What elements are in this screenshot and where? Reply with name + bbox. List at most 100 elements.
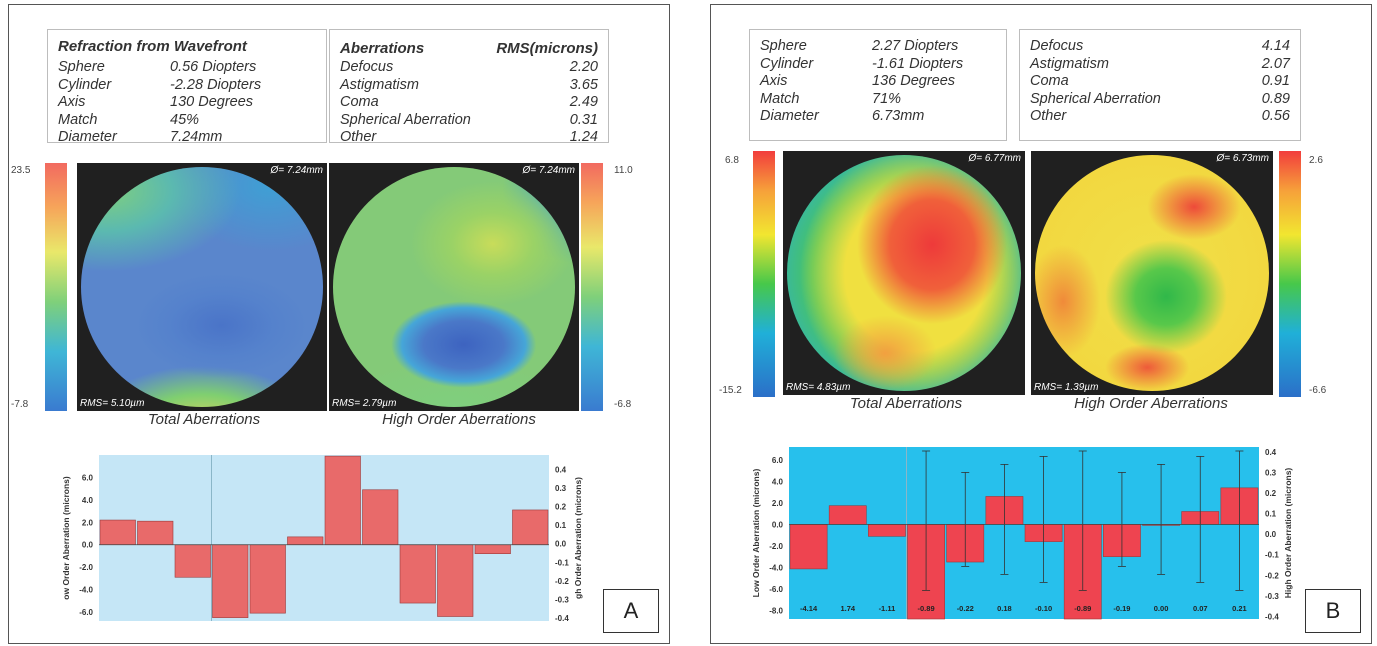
bar xyxy=(474,544,511,555)
table-row: Diameter 6.73mm xyxy=(760,108,996,126)
bar xyxy=(868,524,906,537)
table-row: Axis 130 Degrees xyxy=(58,94,316,112)
total-diameter-label: Ø= 7.24mm xyxy=(270,165,323,176)
bar xyxy=(174,544,211,578)
bar xyxy=(249,544,286,614)
row-label: Match xyxy=(760,90,800,107)
y-tick-left: 6.0 xyxy=(82,473,94,482)
left-color-scale xyxy=(753,151,775,397)
row-value: 0.31 xyxy=(569,111,598,128)
row-value: -2.28 Diopters xyxy=(170,76,262,93)
data-label: -1.11 xyxy=(879,604,896,613)
left-color-scale xyxy=(45,163,67,411)
y-tick-left: 2.0 xyxy=(772,499,784,508)
row-value: 6.73mm xyxy=(872,108,925,124)
high-order-aberration-map: Ø= 7.24mm RMS= 2.79µm xyxy=(329,163,579,411)
row-label: Sphere xyxy=(760,38,807,54)
table-row: Cylinder -2.28 Diopters xyxy=(58,77,316,95)
y-tick-right: -0.4 xyxy=(555,614,569,623)
row-label: Coma xyxy=(1030,73,1069,89)
data-label: 0.21 xyxy=(1232,604,1247,613)
data-label: 0.07 xyxy=(1193,604,1208,613)
y-tick-right: 0.4 xyxy=(555,465,567,474)
table-row: Diameter 7.24mm xyxy=(58,129,316,147)
y-tick-right: -0.2 xyxy=(1265,571,1279,580)
row-label: Astigmatism xyxy=(340,76,419,93)
row-label: Diameter xyxy=(58,129,117,145)
y-tick-left: -2.0 xyxy=(79,563,93,572)
y-axis-label-right: gh Order Aberration (microns) xyxy=(573,477,583,599)
y-tick-right: 0.3 xyxy=(555,484,567,493)
table-row: Axis 136 Degrees xyxy=(760,73,996,91)
y-tick-right: 0.0 xyxy=(555,540,567,549)
table-row: Coma 2.49 xyxy=(340,94,598,112)
row-label: Defocus xyxy=(340,59,394,75)
y-tick-right: -0.1 xyxy=(1265,551,1279,560)
right-scale-min: -6.8 xyxy=(614,399,632,410)
bar-chart-b: 6.0 4.0 2.0 0.0 -2.0 -4.0 -6.0 -8.0 0.4 0.3 0.2 0.1… xyxy=(751,447,1293,621)
row-value: 45% xyxy=(170,111,200,128)
row-value: 0.56 Diopters xyxy=(170,59,257,75)
total-caption: Total Aberrations xyxy=(849,395,963,412)
row-value: 2.49 xyxy=(569,94,598,110)
row-label: Diameter xyxy=(760,108,819,124)
y-tick-left: 4.0 xyxy=(82,496,94,505)
row-label: Sphere xyxy=(58,59,105,75)
table-row: Defocus 4.14 xyxy=(1030,38,1290,56)
aberrations-table: Defocus 4.14 Astigmatism 2.07 Coma 0.91 Spheri… xyxy=(1019,29,1301,141)
y-tick-right: -0.2 xyxy=(555,577,569,586)
table-row: Match 71% xyxy=(760,91,996,109)
total-diameter-label: Ø= 6.77mm xyxy=(968,153,1021,164)
bar xyxy=(212,544,249,618)
table-row: Defocus 2.20 xyxy=(340,59,598,77)
row-value: 3.65 xyxy=(569,76,598,93)
high-diameter-label: Ø= 6.73mm xyxy=(1216,153,1269,164)
y-tick-left: -2.0 xyxy=(769,542,783,551)
row-label: Other xyxy=(340,129,377,145)
row-value: 7.24mm xyxy=(170,129,223,145)
y-tick-left: -8.0 xyxy=(769,606,783,615)
panel-a: Refraction from Wavefront Sphere 0.56 Dio… xyxy=(8,4,670,644)
table-row: Astigmatism 2.07 xyxy=(1030,56,1290,74)
bar xyxy=(437,544,474,617)
left-scale-max: 6.8 xyxy=(725,155,739,166)
y-tick-right: 0.2 xyxy=(1265,489,1277,498)
y-axis-label-right: High Order Aberration (microns) xyxy=(1283,468,1293,599)
right-scale-max: 2.6 xyxy=(1309,155,1323,166)
y-tick-right: 0.0 xyxy=(1265,530,1277,539)
row-value: 4.14 xyxy=(1261,38,1290,54)
data-label: -0.89 xyxy=(1074,604,1091,613)
row-value: 130 Degrees xyxy=(170,94,254,110)
y-tick-left: 2.0 xyxy=(82,518,94,527)
table-row: Other 0.56 xyxy=(1030,108,1290,126)
y-tick-left: -4.0 xyxy=(79,586,93,595)
y-tick-left: -4.0 xyxy=(769,563,783,572)
row-value: 0.89 xyxy=(1261,90,1290,107)
table-row: Sphere 2.27 Diopters xyxy=(760,38,996,56)
total-aberration-map: Ø= 6.77mm RMS= 4.83µm xyxy=(783,151,1025,395)
high-rms-label: RMS= 2.79µm xyxy=(332,398,397,409)
aberrations-title: Aberrations xyxy=(340,40,425,57)
data-label: 0.18 xyxy=(997,604,1012,613)
row-value: 136 Degrees xyxy=(872,73,956,89)
table-row: Cylinder -1.61 Diopters xyxy=(760,56,996,74)
left-scale-max: 23.5 xyxy=(11,165,31,176)
y-tick-left: -6.0 xyxy=(769,585,783,594)
row-value: 2.27 Diopters xyxy=(872,38,959,54)
y-tick-left: -6.0 xyxy=(79,608,93,617)
bar xyxy=(512,509,549,546)
data-label: -0.89 xyxy=(918,604,935,613)
panel-b: Sphere 2.27 Diopters Cylinder -1.61 Diopter… xyxy=(710,4,1372,644)
right-color-scale xyxy=(581,163,603,411)
total-rms-label: RMS= 5.10µm xyxy=(80,398,145,409)
left-scale-min: -7.8 xyxy=(11,399,29,410)
data-label: -0.22 xyxy=(957,604,974,613)
row-label: Match xyxy=(58,111,98,128)
plot-area xyxy=(789,447,1259,619)
table-row: Spherical Aberration 0.89 xyxy=(1030,91,1290,109)
row-label: Other xyxy=(1030,108,1067,124)
refraction-title: Refraction from Wavefront xyxy=(58,38,247,55)
row-label: Spherical Aberration xyxy=(340,111,471,128)
bar xyxy=(137,520,174,546)
row-label: Cylinder xyxy=(760,55,814,72)
